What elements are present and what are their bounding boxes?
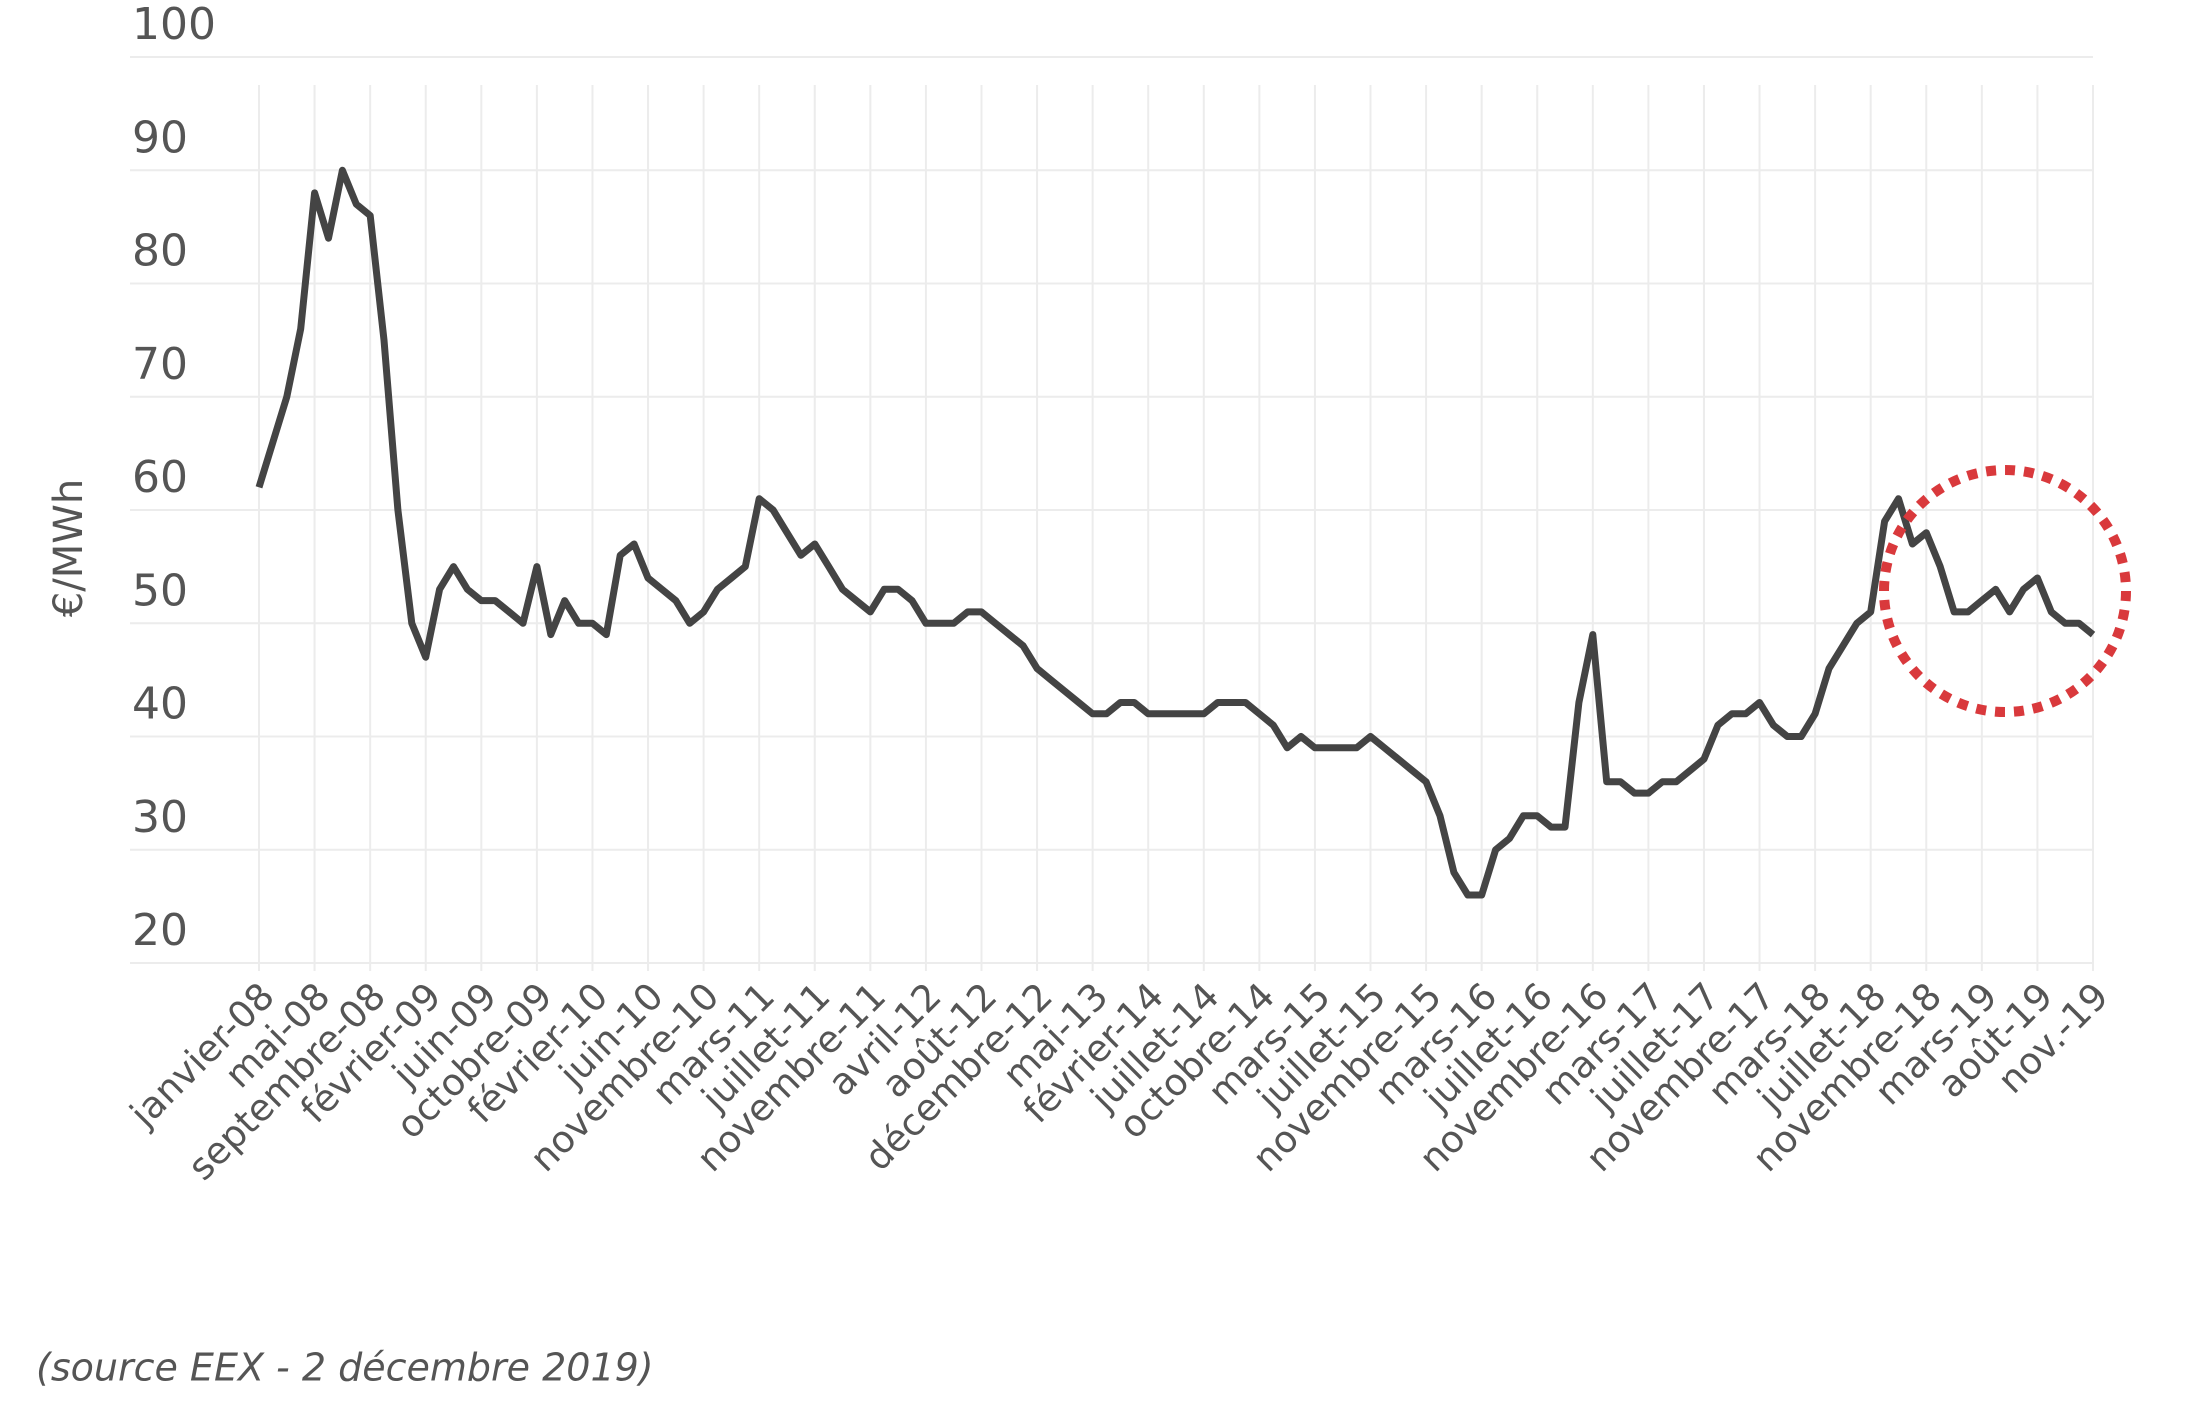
y-tick-label: 70	[132, 339, 188, 390]
source-note: (source EEX - 2 décembre 2019)	[36, 1346, 654, 1390]
price-line	[255, 166, 2096, 899]
y-tick-label: 100	[132, 0, 216, 50]
y-tick-label: 80	[132, 226, 188, 277]
highlight-circle	[1879, 465, 2131, 717]
y-tick-label: 40	[132, 679, 188, 730]
y-axis-label: €/MWh	[46, 479, 92, 617]
marks	[255, 166, 2096, 899]
y-tick-label: 20	[132, 905, 188, 956]
grid	[130, 56, 2094, 971]
y-tick-label: 60	[132, 452, 188, 503]
y-tick-label: 30	[132, 792, 188, 843]
y-tick-label: 90	[132, 112, 188, 163]
y-tick-label: 50	[132, 565, 188, 616]
